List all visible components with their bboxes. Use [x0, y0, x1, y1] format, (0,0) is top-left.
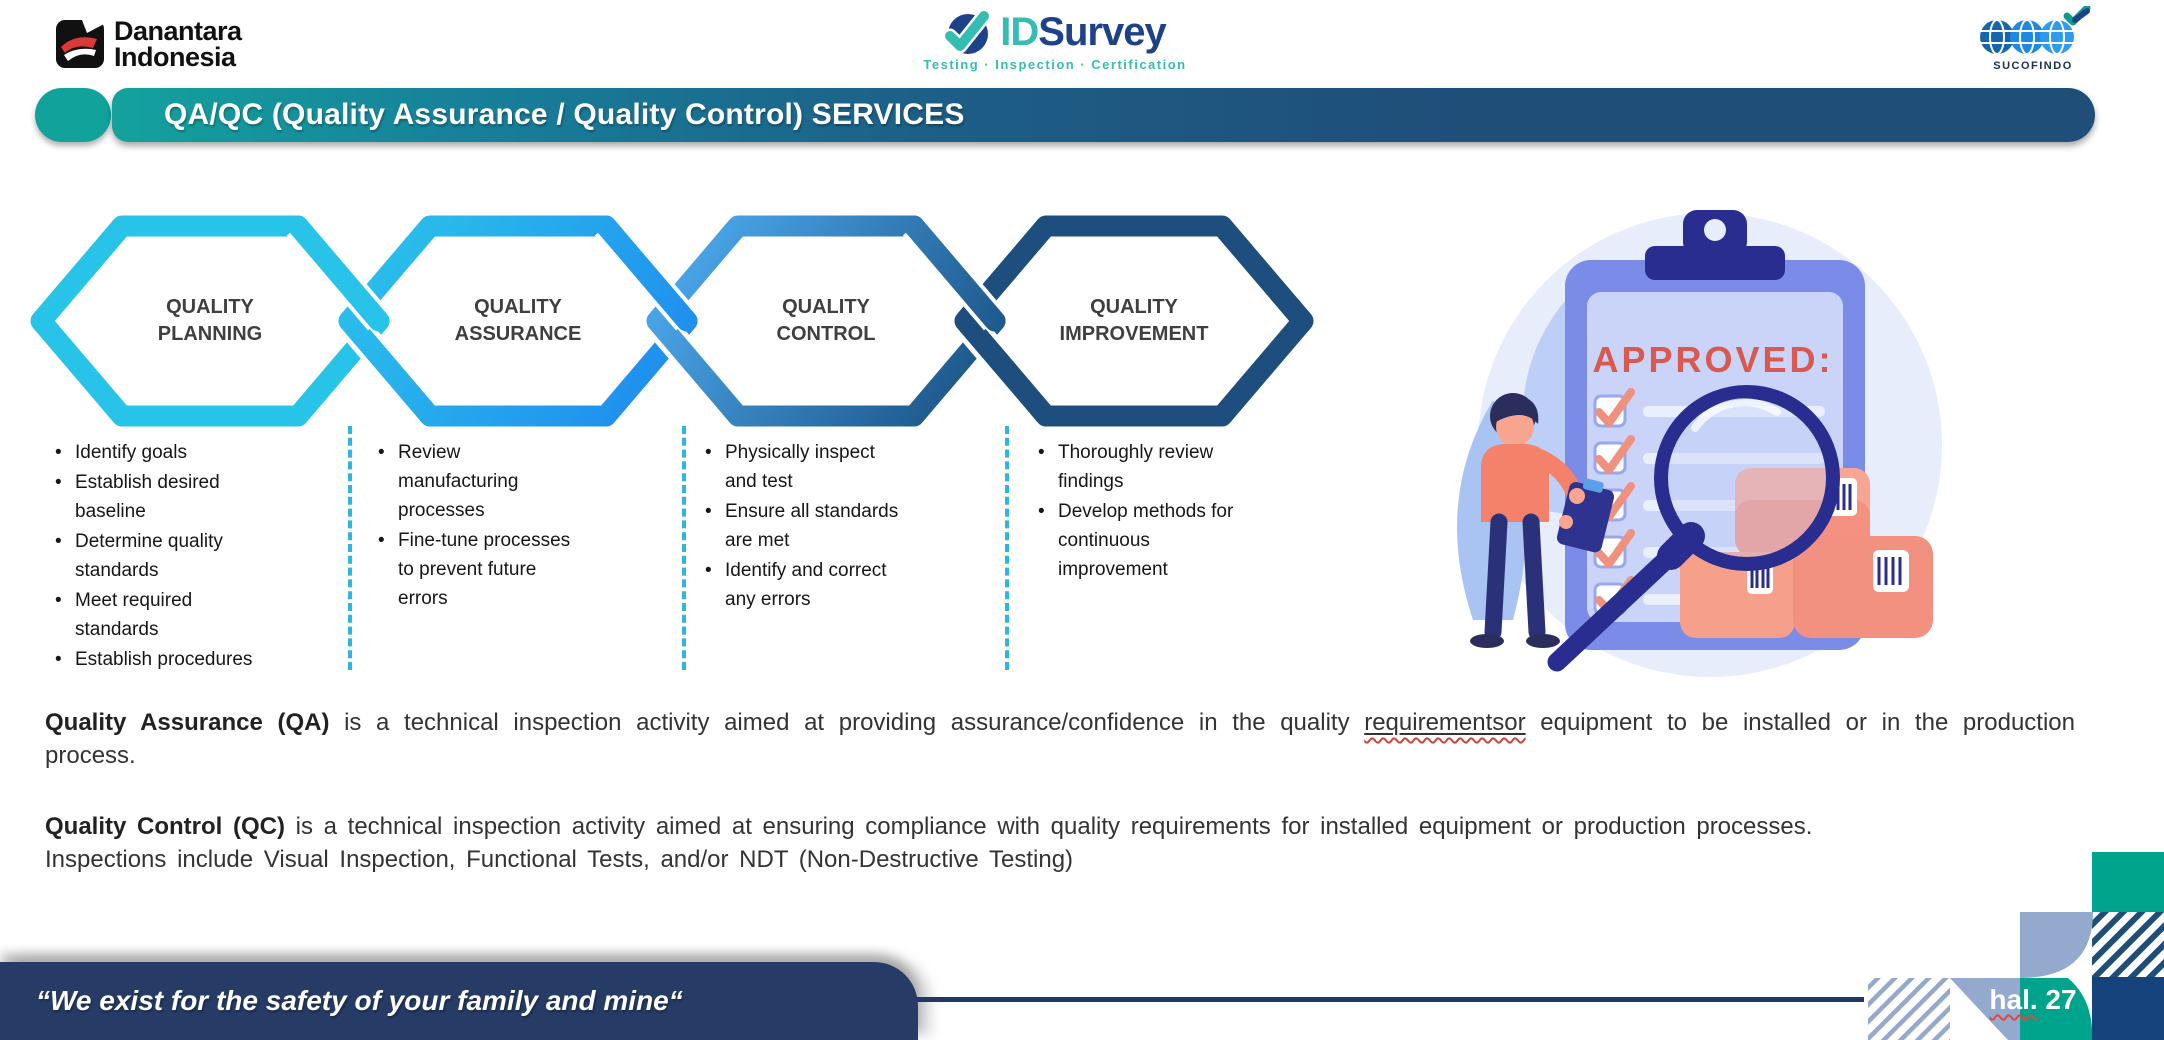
qc-paragraph: Quality Control (QC) is a technical insp… — [45, 813, 1813, 840]
sucofindo-check-icon — [2063, 6, 2091, 26]
sucofindo-globes-icon — [1980, 6, 2091, 55]
approved-illustration: APPROVED: — [1395, 200, 2015, 690]
idsurvey-survey: Survey — [1038, 9, 1166, 54]
planning-bullet-list: Identify goals Establish desired baselin… — [52, 438, 312, 675]
qa-term: Quality Assurance (QA) — [45, 709, 330, 736]
list-item: Develop methods for continuous improveme… — [1035, 497, 1320, 584]
footer-divider-line — [917, 997, 1864, 1002]
page-number: hal. 27 — [1968, 984, 2098, 1016]
qa-paragraph: Quality Assurance (QA) is a technical in… — [45, 709, 2076, 769]
improvement-bullet-list: Thoroughly review findings Develop metho… — [1035, 438, 1320, 585]
list-item: Fine-tune processes to prevent future er… — [375, 526, 660, 613]
list-item: Establish procedures — [52, 645, 312, 674]
title-accent-pill — [35, 88, 111, 142]
misspelled-word: requirementsor — [1364, 709, 1526, 736]
sucofindo-name: SUCOFINDO — [1993, 60, 2073, 72]
page-number-label: hal. — [1989, 984, 2038, 1015]
approved-text: APPROVED: — [1592, 339, 1833, 380]
list-item: Physically inspect and test — [702, 438, 952, 496]
corner-decoration — [1868, 852, 2164, 1040]
column-divider — [1005, 426, 1009, 670]
idsurvey-id: ID — [1000, 9, 1039, 54]
column-divider — [348, 426, 352, 670]
danantara-line1: Danantara — [114, 16, 242, 46]
step-label-quality-improvement: QUALITY IMPROVEMENT — [1059, 296, 1209, 345]
list-item: Meet required standards — [52, 586, 312, 644]
parcel-boxes — [1680, 468, 1933, 638]
idsurvey-logo-icon — [944, 8, 992, 54]
danantara-line2: Indonesia — [114, 42, 236, 72]
assurance-bullet-list: Review manufacturing processes Fine-tune… — [375, 438, 660, 614]
process-hexagon-chain — [30, 212, 1314, 430]
list-item: Thoroughly review findings — [1035, 438, 1320, 496]
footer-banner: “We exist for the safety of your family … — [0, 962, 918, 1040]
company-tagline: “We exist for the safety of your family … — [36, 985, 683, 1016]
page-number-value: 27 — [2045, 984, 2077, 1015]
list-item: Ensure all standards are met — [702, 497, 952, 555]
list-item: Identify goals — [52, 438, 312, 467]
control-bullet-list: Physically inspect and test Ensure all s… — [702, 438, 952, 615]
list-item: Establish desired baseline — [52, 468, 312, 526]
page-title: QA/QC (Quality Assurance / Quality Contr… — [164, 98, 965, 131]
step-label-quality-assurance: QUALITY ASSURANCE — [454, 296, 582, 345]
title-bar: QA/QC (Quality Assurance / Quality Contr… — [112, 88, 2095, 142]
list-item: Determine quality standards — [52, 527, 312, 585]
inspections-line: Inspections include Visual Inspection, F… — [45, 846, 1074, 873]
step-label-quality-planning: QUALITY PLANNING — [157, 296, 263, 345]
list-item: Review manufacturing processes — [375, 438, 660, 525]
idsurvey-wordmark: IDSurvey — [1000, 9, 1166, 55]
person-figure — [1470, 393, 1615, 648]
magnifier-icon — [1547, 385, 1840, 672]
danantara-wordmark: Danantara Indonesia — [114, 16, 242, 72]
step-label-quality-control: QUALITY CONTROL — [776, 296, 876, 345]
column-divider — [682, 426, 686, 670]
list-item: Identify and correct any errors — [702, 556, 952, 614]
body-text: Quality Assurance (QA) is a technical in… — [45, 706, 2075, 876]
idsurvey-tagline: Testing · Inspection · Certification — [923, 57, 1187, 72]
qc-term: Quality Control (QC) — [45, 813, 285, 840]
danantara-logo: Danantara Indonesia — [56, 16, 242, 72]
danantara-logo-icon — [56, 20, 104, 68]
sucofindo-logo: SUCOFINDO — [1968, 6, 2098, 72]
idsurvey-logo: IDSurvey Testing · Inspection · Certific… — [905, 8, 1205, 72]
